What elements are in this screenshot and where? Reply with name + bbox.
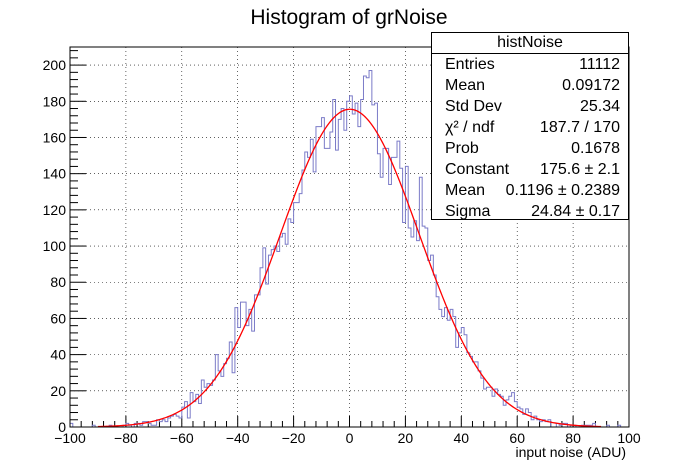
x-tick-label: −60 xyxy=(170,430,194,446)
y-tick-label: 100 xyxy=(43,238,67,254)
stats-value: 0.09172 xyxy=(562,77,620,94)
stats-row: Mean 0.1196 ± 0.2389 xyxy=(432,180,628,201)
stats-rows: Entries 11112 Mean 0.09172 Std Dev 25.34 χ² / … xyxy=(432,54,628,222)
x-tick-label: −40 xyxy=(226,430,250,446)
stats-row: χ² / ndf 187.7 / 170 xyxy=(432,117,628,138)
stats-label: Prob xyxy=(445,140,479,157)
stats-value: 175.6 ± 2.1 xyxy=(540,161,620,178)
plot-frame xyxy=(69,46,630,428)
y-tick-label: 180 xyxy=(43,93,67,109)
stats-label: Entries xyxy=(445,56,495,73)
x-tick-label: 40 xyxy=(454,430,470,446)
stats-label: Mean xyxy=(445,182,486,199)
x-tick-label: 60 xyxy=(509,430,525,446)
stats-label: Sigma xyxy=(445,203,491,220)
stats-value: 11112 xyxy=(579,56,620,73)
stats-row: Constant 175.6 ± 2.1 xyxy=(432,159,628,180)
x-tick-label: −80 xyxy=(114,430,138,446)
stats-row: Std Dev 25.34 xyxy=(432,96,628,117)
y-tick-label: 120 xyxy=(43,202,67,218)
y-tick-label: 40 xyxy=(50,347,66,363)
x-tick-label: −100 xyxy=(54,430,86,446)
stats-row: Entries 11112 xyxy=(432,54,628,75)
stats-row: Sigma 24.84 ± 0.17 xyxy=(432,201,628,222)
stats-value: 0.1678 xyxy=(571,140,620,157)
stats-row: Mean 0.09172 xyxy=(432,75,628,96)
stats-box: histNoise Entries 11112 Mean 0.09172 Std Dev… xyxy=(431,32,629,220)
y-tick-label: 20 xyxy=(50,383,66,399)
grid-lines xyxy=(70,47,629,427)
x-tick-label: −20 xyxy=(282,430,306,446)
x-tick-label: 80 xyxy=(565,430,581,446)
gaussian-fit-curve xyxy=(97,108,602,428)
stats-label: Std Dev xyxy=(445,98,502,115)
y-tick-label: 80 xyxy=(50,274,66,290)
stats-label: χ² / ndf xyxy=(445,119,495,136)
stats-value: 25.34 xyxy=(579,98,620,115)
stats-value: 24.84 ± 0.17 xyxy=(531,203,620,220)
y-tick-label: 60 xyxy=(50,310,66,326)
x-axis: −100 −80 −60 −40 −20 0 20 40 60 80 100 xyxy=(54,416,641,446)
y-axis: 0 20 40 60 80 100 120 140 160 180 200 xyxy=(43,50,86,435)
y-tick-label: 140 xyxy=(43,166,67,182)
x-tick-label: 100 xyxy=(617,430,641,446)
x-axis-label: input noise (ADU) xyxy=(516,444,627,460)
x-tick-label: 0 xyxy=(346,430,354,446)
stats-row: Prob 0.1678 xyxy=(432,138,628,159)
x-tick-label: 20 xyxy=(398,430,414,446)
stats-value: 0.1196 ± 0.2389 xyxy=(505,182,620,199)
stats-value: 187.7 / 170 xyxy=(539,119,620,136)
y-tick-label: 160 xyxy=(43,129,67,145)
stats-box-title: histNoise xyxy=(432,33,628,54)
y-tick-label: 200 xyxy=(43,57,67,73)
y-tick-label: 0 xyxy=(58,419,66,435)
stats-label: Constant xyxy=(445,161,510,178)
chart-title: Histogram of grNoise xyxy=(250,6,448,29)
stats-label: Mean xyxy=(445,77,486,94)
